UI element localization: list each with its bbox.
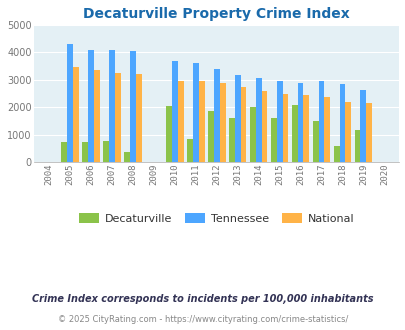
Bar xyxy=(213,69,219,162)
Bar xyxy=(192,63,198,162)
Bar xyxy=(303,95,309,162)
Bar xyxy=(312,121,318,162)
Bar xyxy=(255,78,261,162)
Bar xyxy=(276,81,282,162)
Text: © 2025 CityRating.com - https://www.cityrating.com/crime-statistics/: © 2025 CityRating.com - https://www.city… xyxy=(58,315,347,324)
Bar xyxy=(88,50,94,162)
Bar xyxy=(365,103,371,162)
Bar xyxy=(297,83,303,162)
Bar xyxy=(124,152,130,162)
Bar xyxy=(345,102,350,162)
Bar xyxy=(333,146,339,162)
Bar xyxy=(166,106,171,162)
Bar xyxy=(171,61,177,162)
Bar xyxy=(282,94,288,162)
Bar xyxy=(198,82,204,162)
Bar xyxy=(360,90,365,162)
Bar xyxy=(240,87,246,162)
Text: Crime Index corresponds to incidents per 100,000 inhabitants: Crime Index corresponds to incidents per… xyxy=(32,294,373,304)
Bar xyxy=(130,51,135,162)
Bar xyxy=(291,105,297,162)
Bar xyxy=(135,74,141,162)
Bar xyxy=(109,50,115,162)
Bar xyxy=(234,75,240,162)
Bar xyxy=(61,143,67,162)
Bar xyxy=(115,73,120,162)
Bar xyxy=(270,118,276,162)
Bar xyxy=(207,112,213,162)
Bar xyxy=(228,118,234,162)
Bar xyxy=(324,97,330,162)
Bar xyxy=(103,141,109,162)
Bar xyxy=(177,81,183,162)
Bar xyxy=(318,82,324,162)
Bar xyxy=(186,139,192,162)
Title: Decaturville Property Crime Index: Decaturville Property Crime Index xyxy=(83,7,349,21)
Bar xyxy=(261,91,267,162)
Bar xyxy=(339,84,345,162)
Bar xyxy=(73,67,79,162)
Legend: Decaturville, Tennessee, National: Decaturville, Tennessee, National xyxy=(75,209,358,229)
Bar xyxy=(67,44,73,162)
Bar xyxy=(94,70,100,162)
Bar xyxy=(354,129,360,162)
Bar xyxy=(219,83,225,162)
Bar xyxy=(249,107,255,162)
Bar xyxy=(82,143,88,162)
